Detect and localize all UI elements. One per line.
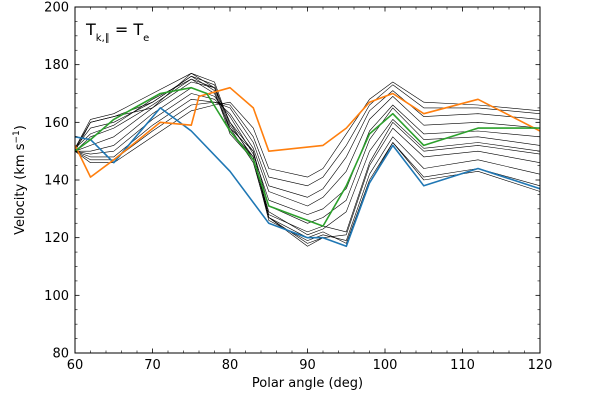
x-tick-label: 70 bbox=[144, 358, 161, 373]
black-series-line-7 bbox=[74, 90, 541, 198]
plot-frame bbox=[74, 6, 541, 354]
annotation-main: T bbox=[85, 20, 96, 39]
black-series-line-8 bbox=[74, 84, 541, 187]
black-series-line-9 bbox=[74, 81, 541, 178]
y-tick-label: 100 bbox=[44, 289, 69, 304]
y-tick-label: 180 bbox=[44, 58, 69, 73]
x-tick-label: 100 bbox=[373, 358, 398, 373]
black-series-line-5 bbox=[75, 87, 541, 215]
tick-labels: 60 70 80 90 100 110 120 80 100 120 140 160 180 200 bbox=[44, 1, 552, 374]
y-axis-label-sup: −1 bbox=[12, 130, 22, 143]
y-tick-label: 120 bbox=[44, 231, 69, 246]
black-series-line-2 bbox=[74, 75, 541, 241]
x-tick-label: 110 bbox=[450, 358, 475, 373]
black-series-line-1 bbox=[74, 73, 541, 244]
green-series-line bbox=[74, 86, 540, 227]
annotation-rest: = T bbox=[110, 20, 144, 39]
y-axis-label-main: Velocity (km s bbox=[13, 143, 28, 235]
annotation-sub: k,∥ bbox=[96, 33, 110, 44]
black-series-line-11 bbox=[74, 73, 541, 233]
y-axis-label: Velocity (km s−1) bbox=[12, 125, 28, 235]
black-series-line-4 bbox=[74, 81, 541, 236]
x-tick-label: 60 bbox=[67, 358, 84, 373]
series-lines bbox=[74, 73, 541, 248]
y-tick-label: 200 bbox=[44, 1, 69, 16]
annotation-sub2: e bbox=[143, 33, 149, 44]
annotation: Tk,∥ = Te bbox=[85, 20, 149, 44]
y-tick-label: 80 bbox=[52, 347, 69, 362]
y-tick-label: 140 bbox=[44, 174, 69, 189]
y-axis-label-close: ) bbox=[13, 125, 28, 130]
axis-ticks bbox=[74, 6, 541, 354]
x-axis-label: Polar angle (deg) bbox=[252, 376, 363, 391]
x-tick-label: 120 bbox=[528, 358, 553, 373]
blue-series-line bbox=[74, 107, 541, 248]
orange-series-line bbox=[74, 86, 541, 178]
y-tick-label: 160 bbox=[44, 116, 69, 131]
x-tick-label: 80 bbox=[222, 358, 239, 373]
black-series-line-10 bbox=[74, 75, 541, 247]
black-series-line-6 bbox=[74, 93, 541, 207]
x-tick-label: 90 bbox=[299, 358, 316, 373]
